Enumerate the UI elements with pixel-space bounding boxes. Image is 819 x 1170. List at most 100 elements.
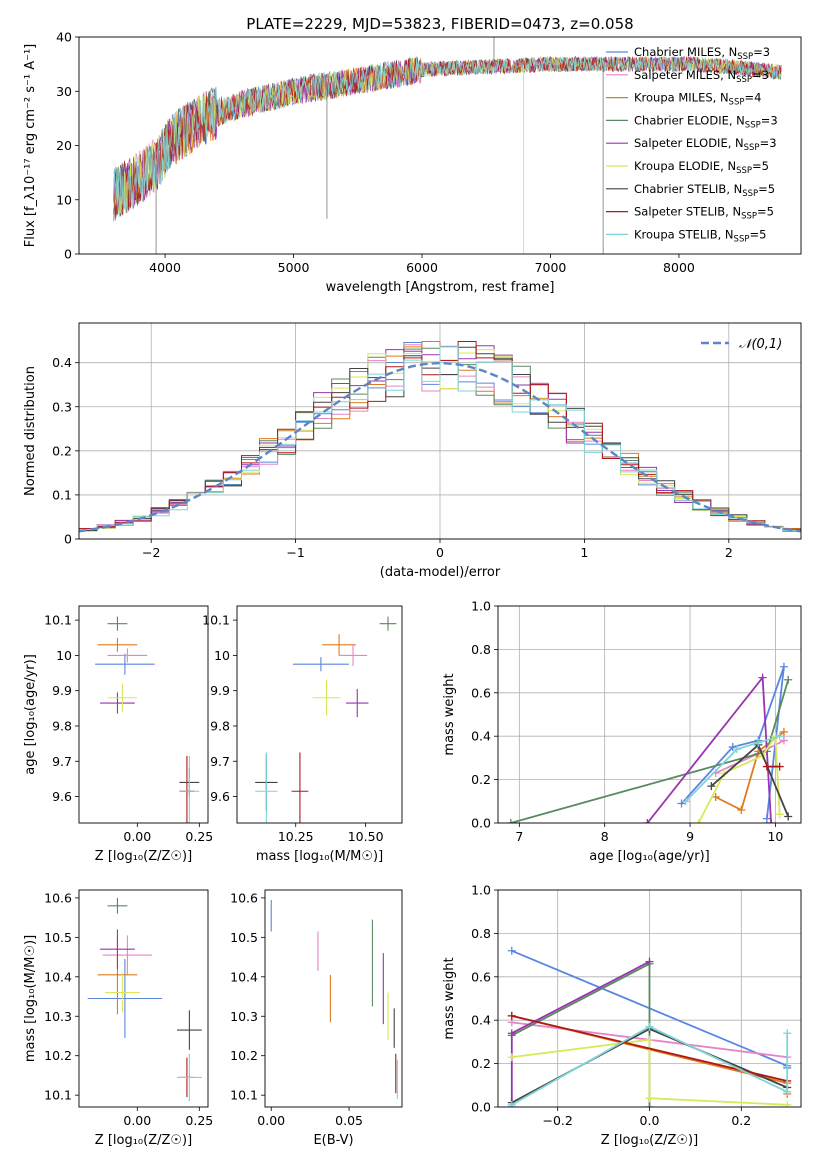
y-tick-label: 10 bbox=[56, 648, 72, 663]
weight-marker bbox=[754, 738, 763, 747]
y-tick-label: 0.8 bbox=[471, 926, 491, 941]
y-axis-label: mass weight bbox=[442, 673, 457, 755]
x-tick-label: 9 bbox=[686, 829, 694, 844]
y-tick-label: 10 bbox=[56, 192, 72, 207]
age_vs_Z-panel: 0.00 0.25 9.6 9.7 9.8 9.9 10 10.1 Z [log₁₀(Z/Z☉)… bbox=[23, 605, 213, 864]
legend-entry: Chabrier MILES, NSSP=3 bbox=[634, 45, 770, 62]
legend-entry: Chabrier ELODIE, NSSP=3 bbox=[634, 113, 778, 130]
weight-marker bbox=[507, 946, 516, 955]
y-tick-label: 10.1 bbox=[202, 613, 230, 628]
x-axis-label: mass [log₁₀(M/M☉)] bbox=[256, 849, 383, 864]
weight-marker bbox=[775, 762, 784, 771]
weight-marker bbox=[707, 782, 716, 791]
y-tick-label: 0.6 bbox=[471, 685, 491, 700]
plot-area bbox=[255, 616, 397, 823]
age_vs_mass-panel: 10.25 10.50 9.6 9.7 9.8 9.9 10 10.1 mass [log₁₀(… bbox=[202, 605, 403, 864]
weight-marker bbox=[732, 745, 741, 754]
x-tick-label: 0.00 bbox=[257, 1113, 285, 1128]
plot-area bbox=[95, 616, 200, 823]
y-axis-label: mass [log₁₀(M/M☉)] bbox=[23, 935, 38, 1062]
weight-series-line bbox=[511, 1025, 789, 1106]
legend-entry: Salpeter ELODIE, NSSP=3 bbox=[634, 136, 777, 153]
plot-area bbox=[79, 341, 801, 533]
y-tick-label: 0.3 bbox=[52, 399, 72, 414]
weight-marker bbox=[506, 819, 515, 823]
weight-marker bbox=[507, 1053, 516, 1062]
y-tick-label: 9.8 bbox=[210, 718, 230, 733]
y-tick-label: 0 bbox=[64, 247, 72, 262]
plot-area bbox=[506, 662, 793, 823]
x-tick-label: 7 bbox=[515, 829, 523, 844]
axes-frame bbox=[78, 605, 209, 824]
y-tick-label: 9.6 bbox=[210, 789, 230, 804]
x-tick-label: 0.0 bbox=[640, 1113, 660, 1128]
weight-marker bbox=[507, 1100, 516, 1107]
axes-frame bbox=[78, 36, 802, 255]
x-axis-label: Z [log₁₀(Z/Z☉)] bbox=[95, 1133, 192, 1148]
y-tick-label: 10.6 bbox=[44, 890, 72, 905]
axes-frame bbox=[236, 605, 403, 824]
y-axis-label: age [log₁₀(age/yr)] bbox=[23, 654, 38, 775]
x-tick-label: 4000 bbox=[149, 260, 181, 275]
x-tick-label: 0.00 bbox=[123, 1113, 151, 1128]
y-tick-label: 10.4 bbox=[44, 969, 72, 984]
x-tick-label: 10 bbox=[767, 829, 783, 844]
legend-entry: 𝒩(0,1) bbox=[739, 337, 782, 352]
x-tick-label: 0.2 bbox=[731, 1113, 751, 1128]
weight-series-line bbox=[510, 960, 650, 1107]
y-tick-label: 10.1 bbox=[230, 1088, 258, 1103]
residuals-panel: −2 −1 0 1 2 0 0.1 0.2 0.3 0.4 (data-model)/error No… bbox=[23, 322, 802, 580]
legend-entry: Kroupa ELODIE, NSSP=5 bbox=[634, 159, 769, 176]
x-axis-label: wavelength [Angstrom, rest frame] bbox=[326, 280, 555, 295]
y-axis-label: Flux [f_λ10⁻¹⁷ erg cm⁻² s⁻¹ A⁻¹] bbox=[23, 44, 38, 248]
plot-area bbox=[270, 899, 398, 1100]
x-axis-label: E(B-V) bbox=[313, 1133, 353, 1148]
legend-entry: Chabrier STELIB, NSSP=5 bbox=[634, 182, 775, 199]
weight-marker bbox=[645, 1035, 654, 1044]
y-tick-label: 10.5 bbox=[44, 930, 72, 945]
weight-marker bbox=[737, 805, 746, 814]
x-tick-label: −0.2 bbox=[543, 1113, 573, 1128]
weight_vs_Z-panel: −0.2 0.0 0.2 0.0 0.2 0.4 0.6 0.8 1.0 Z [log₁₀(Z/Z… bbox=[442, 883, 802, 1148]
x-tick-label: 5000 bbox=[278, 260, 310, 275]
plot-layer: 4000 5000 6000 7000 8000010203040wavelength … bbox=[23, 30, 802, 1148]
spectrum-model-line bbox=[113, 55, 782, 218]
axes-frame bbox=[78, 889, 209, 1108]
x-axis-label: age [log₁₀(age/yr)] bbox=[589, 849, 710, 864]
y-tick-label: 10.4 bbox=[230, 969, 258, 984]
figure-title: PLATE=2229, MJD=53823, FIBERID=0473, z=0… bbox=[246, 15, 633, 33]
spectrum-panel: 4000 5000 6000 7000 8000 0 10 20 30 40 wavelength … bbox=[23, 30, 802, 295]
x-tick-label: 6000 bbox=[406, 260, 438, 275]
weight-marker bbox=[762, 762, 771, 771]
x-tick-label: 0 bbox=[436, 545, 444, 560]
y-tick-label: 0.0 bbox=[471, 816, 491, 831]
y-tick-label: 40 bbox=[56, 30, 72, 45]
x-tick-label: −1 bbox=[286, 545, 304, 560]
y-tick-label: 9.9 bbox=[52, 683, 72, 698]
weight-marker bbox=[507, 1029, 516, 1038]
normal-curve bbox=[79, 361, 801, 533]
y-tick-label: 0.1 bbox=[52, 487, 72, 502]
weight-marker bbox=[677, 799, 686, 808]
y-tick-label: 10.5 bbox=[230, 930, 258, 945]
weight-marker bbox=[645, 1022, 654, 1031]
weight-marker bbox=[783, 1029, 792, 1038]
legend-entry: Salpeter STELIB, NSSP=5 bbox=[634, 205, 774, 222]
y-tick-label: 0.2 bbox=[471, 772, 491, 787]
x-tick-label: 1 bbox=[580, 545, 588, 560]
y-tick-label: 9.7 bbox=[210, 754, 230, 769]
x-tick-label: 10.25 bbox=[278, 829, 314, 844]
y-tick-label: 10.2 bbox=[230, 1048, 258, 1063]
y-tick-label: 0.8 bbox=[471, 642, 491, 657]
weight-marker bbox=[728, 743, 737, 752]
weight-marker bbox=[783, 1100, 792, 1107]
weight-series-line bbox=[715, 731, 785, 812]
weight-series-line bbox=[511, 1038, 788, 1106]
y-tick-label: 10.1 bbox=[44, 613, 72, 628]
y-tick-label: 10.6 bbox=[230, 890, 258, 905]
weight-marker bbox=[779, 736, 788, 745]
plot-area bbox=[87, 897, 202, 1102]
mass_vs_Z-panel: 0.00 0.25 10.1 10.2 10.3 10.4 10.5 10.6 Z [log₁₀… bbox=[23, 889, 213, 1148]
weight-marker bbox=[645, 1094, 654, 1103]
